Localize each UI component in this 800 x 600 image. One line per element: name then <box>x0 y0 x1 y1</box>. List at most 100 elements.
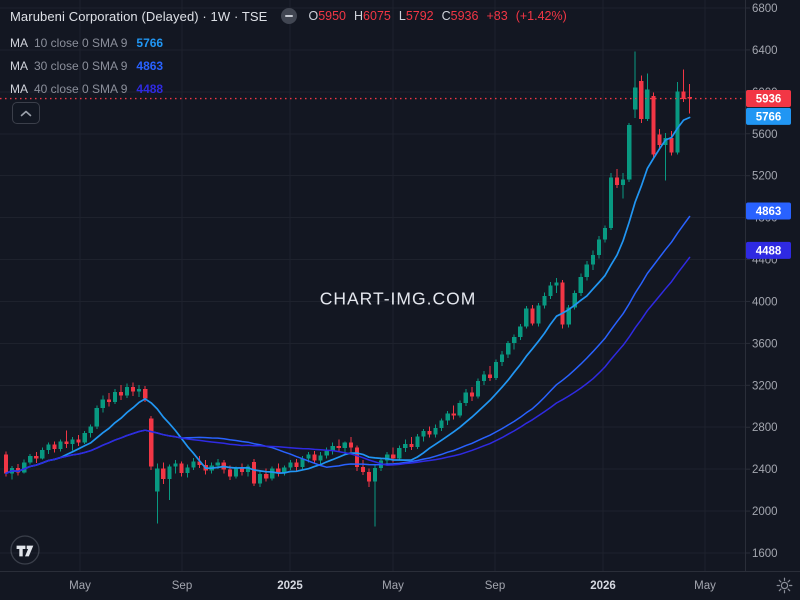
price-tick-label: 2800 <box>752 422 778 434</box>
brightness-sun-icon[interactable] <box>769 572 799 598</box>
candle <box>58 441 63 450</box>
candle <box>518 326 523 337</box>
candle <box>288 462 293 468</box>
candle <box>372 467 378 482</box>
price-axis[interactable]: 6800640060005600520048004400400036003200… <box>746 3 791 560</box>
candle <box>258 473 263 484</box>
time-tick-label: 2026 <box>590 580 616 592</box>
price-tick-label: 2400 <box>752 464 778 476</box>
candle <box>282 467 287 474</box>
time-tick-label: 2025 <box>277 580 303 592</box>
candle <box>530 308 535 324</box>
low-label: L <box>398 9 406 23</box>
time-tick-label: Sep <box>172 580 192 592</box>
time-tick-label: May <box>69 580 91 592</box>
candle <box>354 447 359 467</box>
high-label: H <box>354 9 364 23</box>
open-value: 5950 <box>318 9 347 23</box>
candle <box>306 454 311 459</box>
candle <box>227 469 232 477</box>
change-value: +83 <box>486 9 508 23</box>
candle <box>433 428 438 435</box>
candle <box>106 399 111 403</box>
candle <box>348 442 353 448</box>
candle <box>651 95 656 155</box>
ma40-line <box>5 256 691 475</box>
price-tick-label: 3200 <box>752 380 778 392</box>
candle <box>560 282 565 325</box>
candle <box>385 454 390 461</box>
candle <box>88 426 93 433</box>
candle <box>40 449 45 459</box>
price-badge: 4488 <box>746 241 791 259</box>
ma40-legend-row[interactable]: MA 40 close 0 SMA 9 4488 <box>10 77 163 100</box>
candle <box>487 374 493 378</box>
watermark: CHART-IMG.COM <box>319 288 477 309</box>
pane-separators <box>0 0 800 572</box>
candle <box>542 296 547 306</box>
candle <box>457 402 462 416</box>
candle <box>3 454 9 474</box>
symbol-title[interactable]: Marubeni Corporation (Delayed) · 1W · TS… <box>10 8 268 24</box>
legend-collapse-button[interactable] <box>12 102 40 124</box>
candle <box>602 227 608 240</box>
tradingview-logo-icon[interactable] <box>10 535 40 570</box>
price-tick-label: 6400 <box>752 45 778 57</box>
open-label: O <box>308 9 319 23</box>
candle <box>239 468 245 473</box>
candle <box>687 97 692 99</box>
candle <box>469 392 474 397</box>
ma40-params: 40 close 0 SMA 9 <box>34 81 128 96</box>
grid <box>0 0 745 572</box>
market-status-minus-icon <box>281 8 298 24</box>
candle <box>669 137 674 153</box>
change-percent: (+1.42%) <box>515 9 567 23</box>
candle <box>548 285 553 297</box>
price-tick-label: 5600 <box>752 129 778 141</box>
candle <box>130 386 136 392</box>
candle <box>554 282 559 286</box>
price-badge: 5766 <box>746 107 791 125</box>
ma10-value: 5766 <box>136 35 164 50</box>
candle <box>657 134 662 146</box>
candle <box>391 454 396 459</box>
candle <box>427 431 432 435</box>
high-value: 6075 <box>363 9 391 23</box>
candle <box>627 125 632 180</box>
candle <box>233 468 238 477</box>
ma30-value: 4863 <box>136 58 164 73</box>
candle <box>608 177 614 228</box>
indicator-legend: MA 10 close 0 SMA 9 5766 MA 30 close 0 S… <box>10 31 163 100</box>
candle <box>675 91 680 153</box>
price-tick-label: 6800 <box>752 3 778 15</box>
candle <box>112 392 117 403</box>
candle <box>512 336 517 344</box>
candle <box>336 445 341 448</box>
ma30-legend-row[interactable]: MA 30 close 0 SMA 9 4863 <box>10 54 163 77</box>
ma30-line <box>5 215 691 475</box>
candle <box>439 420 444 429</box>
candle <box>197 461 202 465</box>
price-tick-label: 4000 <box>752 296 778 308</box>
ma10-legend-row[interactable]: MA 10 close 0 SMA 9 5766 <box>10 31 163 54</box>
candle <box>578 277 583 293</box>
candle <box>584 264 589 278</box>
candle <box>16 468 21 473</box>
ohlc-readout: O5950 H6075 L5792 C5936 +83 (+1.42%) <box>308 9 566 23</box>
candle <box>324 451 329 456</box>
candle <box>639 81 644 119</box>
candle <box>590 255 595 265</box>
candle <box>415 436 420 447</box>
price-tick-label: 2000 <box>752 506 778 518</box>
ma40-value: 4488 <box>136 81 164 96</box>
candle <box>506 343 511 355</box>
candle <box>76 439 81 443</box>
svg-text:5936: 5936 <box>756 94 782 106</box>
candle <box>366 472 372 482</box>
candle <box>403 443 408 448</box>
time-axis[interactable]: May Sep 2025 May Sep 2026 May <box>69 580 716 592</box>
candle <box>409 443 414 447</box>
candle <box>524 308 529 327</box>
